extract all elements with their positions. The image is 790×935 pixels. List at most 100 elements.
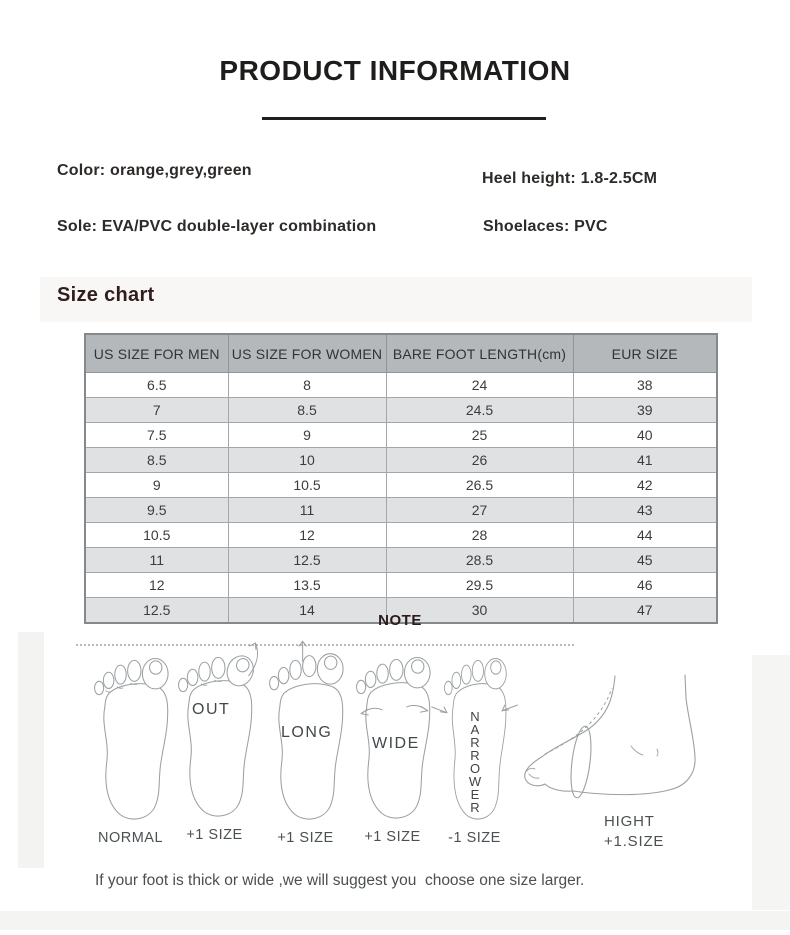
info-label: Shoelaces: (483, 218, 570, 235)
table-header-cell: US SIZE FOR MEN (84, 333, 229, 373)
table-row: 12.5 14 30 47 (84, 597, 718, 624)
foot-sole-out-icon (178, 642, 258, 817)
info-item-shoelaces: Shoelaces: PVC (483, 218, 608, 236)
table-cell: 9 (84, 472, 229, 498)
info-value: 1.8-2.5CM (580, 170, 658, 187)
table-cell: 10.5 (227, 472, 387, 498)
info-label: Sole: (57, 218, 98, 235)
table-cell: 41 (572, 447, 718, 473)
table-cell: 24.5 (385, 397, 574, 423)
table-cell: 12 (84, 572, 229, 598)
page-title: PRODUCT INFORMATION (219, 55, 571, 86)
table-cell: 10 (227, 447, 387, 473)
table-cell: 8.5 (84, 447, 229, 473)
foot-sole-narrower-icon (431, 657, 518, 820)
table-cell: 40 (572, 422, 718, 448)
size-chart-band (40, 277, 752, 322)
foot-sole-wide-icon (356, 656, 431, 819)
table-cell: 27 (385, 497, 574, 523)
foot-caption: +1.SIZE (604, 832, 665, 850)
foot-diagram-hight: HIGHT +1.SIZE (518, 672, 728, 857)
table-cell: 10.5 (84, 522, 229, 548)
foot-caption: +1 SIZE (364, 829, 421, 845)
foot-overlay-label: WIDE (372, 735, 420, 752)
info-label: Heel height: (482, 170, 576, 187)
table-cell: 8.5 (227, 397, 387, 423)
table-row: 7 8.5 24.5 39 (84, 397, 718, 423)
foot-diagram-long: LONG +1 SIZE (253, 640, 358, 846)
table-cell: 9 (227, 422, 387, 448)
page-edge-band-right (752, 655, 790, 910)
table-cell: 12.5 (84, 597, 229, 624)
table-cell: 30 (385, 597, 574, 624)
size-table: US SIZE FOR MEN US SIZE FOR WOMEN BARE F… (84, 333, 718, 624)
table-cell: 26.5 (385, 472, 574, 498)
foot-caption-hight: HIGHT +1.SIZE (604, 812, 664, 851)
table-row: 10.5 12 28 44 (84, 522, 718, 548)
table-cell: 12 (227, 522, 387, 548)
table-cell: 39 (572, 397, 718, 423)
footnote-text: If your foot is thick or wide ,we will s… (95, 872, 585, 889)
table-row: 9 10.5 26.5 42 (84, 472, 718, 498)
table-row: 8.5 10 26 41 (84, 447, 718, 473)
table-cell: 12.5 (227, 547, 387, 573)
table-header-cell: EUR SIZE (572, 333, 718, 373)
narrower-arrow-left-icon (431, 706, 448, 714)
table-header-cell: US SIZE FOR WOMEN (227, 333, 387, 373)
table-header-row: US SIZE FOR MEN US SIZE FOR WOMEN BARE F… (84, 333, 718, 373)
info-item-sole: Sole: EVA/PVC double-layer combination (57, 218, 376, 236)
measure-dotted-line (76, 644, 574, 646)
table-cell: 11 (84, 547, 229, 573)
table-row: 7.5 9 25 40 (84, 422, 718, 448)
info-value: EVA/PVC double-layer combination (101, 218, 377, 235)
table-row: 11 12.5 28.5 45 (84, 547, 718, 573)
foot-caption: +1 SIZE (186, 827, 243, 843)
table-cell: 13.5 (227, 572, 387, 598)
table-cell: 38 (572, 372, 718, 398)
info-value: orange,grey,green (109, 162, 252, 179)
size-table-body: 6.5 8 24 38 7 8.5 24.5 39 7.5 9 25 40 8.5 10 26 41 9 10.5… (84, 372, 718, 624)
title-underline (262, 117, 546, 120)
footer-band (0, 911, 790, 930)
foot-diagram-narrower: NARROWER -1 SIZE (422, 648, 527, 846)
table-cell: 29.5 (385, 572, 574, 598)
info-label: Color: (57, 162, 106, 179)
foot-overlay-label: LONG (281, 724, 333, 741)
foot-caption: +1 SIZE (277, 830, 334, 846)
table-row: 9.5 11 27 43 (84, 497, 718, 523)
table-cell: 47 (572, 597, 718, 624)
info-value: PVC (574, 218, 608, 235)
table-cell: 45 (572, 547, 718, 573)
table-cell: 11 (227, 497, 387, 523)
table-cell: 42 (572, 472, 718, 498)
table-cell: 26 (385, 447, 574, 473)
narrower-arrow-right-icon (501, 704, 518, 712)
page-edge-band-left (18, 632, 44, 868)
foot-caption: NORMAL (97, 830, 164, 846)
info-item-color: Color: orange,grey,green (57, 162, 252, 180)
table-row: 6.5 8 24 38 (84, 372, 718, 398)
foot-sole-icon (94, 657, 169, 820)
out-arrow-icon (248, 642, 258, 676)
info-item-heel-height: Heel height: 1.8-2.5CM (482, 170, 657, 188)
foot-diagram-wide: WIDE +1 SIZE (340, 647, 445, 845)
table-cell: 6.5 (84, 372, 229, 398)
table-cell: 28 (385, 522, 574, 548)
table-cell: 28.5 (385, 547, 574, 573)
foot-overlay-label: NARROWER (468, 709, 482, 815)
instep-measure-loop-icon (570, 725, 592, 799)
size-chart-heading: Size chart (57, 284, 155, 306)
table-header-cell: BARE FOOT LENGTH(cm) (385, 333, 574, 373)
table-cell: 43 (572, 497, 718, 523)
foot-overlay-label: HIGHT (604, 813, 655, 830)
foot-sole-long-icon (269, 640, 344, 820)
table-cell: 25 (385, 422, 574, 448)
foot-side-icon (524, 674, 696, 799)
table-cell: 46 (572, 572, 718, 598)
foot-diagram-normal: NORMAL (78, 648, 183, 846)
table-row: 12 13.5 29.5 46 (84, 572, 718, 598)
table-cell: 7.5 (84, 422, 229, 448)
foot-caption: -1 SIZE (448, 830, 501, 846)
table-cell: 14 (227, 597, 387, 624)
